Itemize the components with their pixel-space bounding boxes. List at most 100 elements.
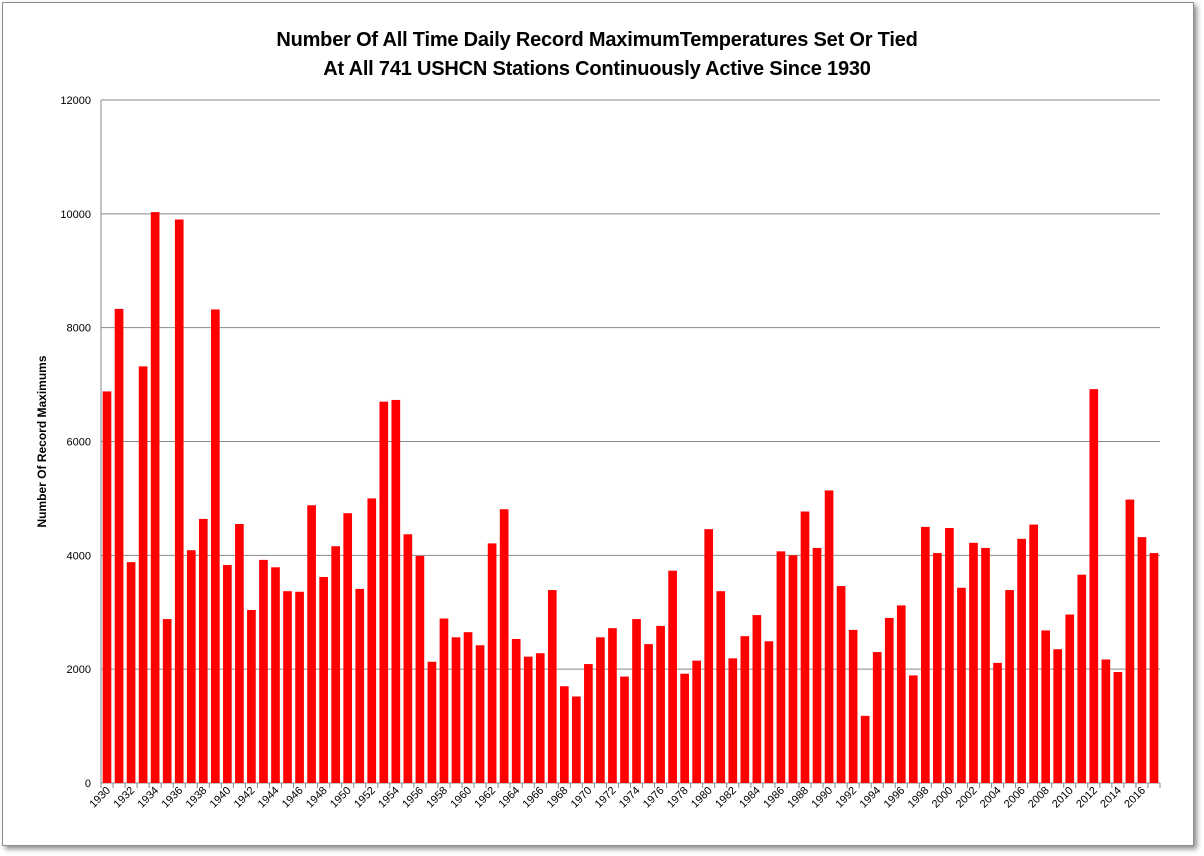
bar-1944 (271, 567, 280, 783)
x-tick-label: 1990 (809, 785, 835, 811)
bar-1998 (921, 526, 930, 783)
bar-1963 (499, 509, 509, 783)
x-tick-label: 1998 (906, 785, 932, 811)
bar-2015 (1125, 499, 1135, 783)
bar-2007 (1029, 524, 1038, 783)
bar-1977 (668, 570, 677, 783)
bar-1953 (379, 401, 389, 783)
bar-1936 (174, 219, 184, 783)
x-tick-label: 1970 (569, 785, 595, 811)
bar-1991 (836, 586, 846, 783)
x-tick-label: 1988 (785, 785, 811, 811)
bar-2014 (1113, 672, 1123, 783)
bar-1931 (114, 308, 124, 783)
bar-1948 (319, 576, 328, 783)
x-tick-label: 2002 (954, 785, 980, 811)
bar-2011 (1077, 574, 1087, 783)
x-tick-label: 1964 (496, 785, 522, 811)
bar-1990 (824, 490, 834, 783)
bar-1972 (608, 628, 617, 783)
bar-2001 (957, 587, 966, 783)
bar-1961 (475, 645, 485, 783)
bar-1954 (391, 399, 401, 783)
bar-1974 (632, 619, 641, 783)
x-tick-label: 1934 (135, 785, 161, 811)
bar-1935 (162, 619, 172, 783)
bar-1988 (800, 511, 810, 783)
bar-2009 (1053, 649, 1063, 783)
bar-1971 (596, 637, 605, 783)
bar-1992 (848, 629, 858, 783)
bar-1933 (138, 366, 148, 783)
bar-2008 (1041, 630, 1051, 783)
bar-1947 (307, 505, 316, 783)
x-tick-label: 1946 (280, 785, 306, 811)
bar-1982 (728, 658, 738, 783)
x-tick-label: 1992 (833, 785, 859, 811)
bar-1932 (126, 562, 136, 783)
x-tick-label: 1938 (184, 785, 210, 811)
bar-1951 (355, 588, 365, 783)
bar-1940 (223, 565, 232, 783)
x-tick-label: 1976 (641, 785, 667, 811)
x-tick-label: 1954 (376, 785, 402, 811)
x-tick-label: 1974 (617, 785, 643, 811)
bar-1943 (259, 559, 268, 783)
x-tick-label: 1978 (665, 785, 691, 811)
bar-1949 (331, 546, 340, 783)
bar-1942 (247, 609, 256, 783)
y-tick-label: 2000 (67, 664, 91, 676)
bar-1996 (896, 605, 906, 783)
chart-title: Number Of All Time Daily Record MaximumT… (276, 29, 918, 51)
bar-1958 (439, 618, 449, 783)
x-tick-label: 1952 (352, 785, 378, 811)
bar-2005 (1005, 590, 1014, 783)
bar-2016 (1137, 537, 1147, 783)
bar-1983 (740, 636, 750, 783)
x-tick-label: 1956 (400, 785, 426, 811)
y-tick-label: 8000 (67, 323, 91, 335)
x-tick-label: 1968 (545, 785, 571, 811)
bar-1973 (620, 676, 629, 783)
bar-1945 (283, 591, 292, 783)
bar-1952 (367, 498, 377, 783)
x-tick-label: 2004 (978, 785, 1004, 811)
bar-1981 (716, 591, 726, 783)
bar-1950 (343, 513, 353, 783)
x-tick-label: 1982 (713, 785, 739, 811)
y-tick-label: 6000 (67, 437, 91, 449)
x-tick-label: 1986 (761, 785, 787, 811)
bar-1967 (547, 590, 557, 783)
bar-1997 (908, 675, 918, 783)
x-tick-label: 1944 (256, 785, 282, 811)
bar-1975 (644, 644, 653, 783)
bar-1957 (427, 661, 437, 783)
x-tick-label: 1960 (448, 785, 474, 811)
bar-1968 (559, 686, 569, 783)
bar-1993 (860, 715, 870, 783)
bar-2012 (1089, 389, 1099, 783)
bar-1939 (210, 309, 220, 783)
x-tick-label: 1980 (689, 785, 715, 811)
x-tick-label: 1962 (472, 785, 498, 811)
y-tick-label: 0 (85, 778, 91, 790)
bar-2006 (1017, 538, 1026, 783)
x-tick-label: 1950 (328, 785, 354, 811)
x-tick-label: 2014 (1098, 785, 1124, 811)
bar-2013 (1101, 659, 1111, 783)
x-tick-label: 1930 (87, 785, 113, 811)
bar-2000 (945, 528, 954, 783)
x-tick-label: 1984 (737, 785, 763, 811)
bar-2010 (1065, 614, 1075, 783)
bar-2002 (969, 542, 978, 783)
x-tick-label: 2010 (1050, 785, 1076, 811)
bar-1979 (692, 660, 702, 783)
y-tick-label: 12000 (60, 95, 91, 107)
bar-1960 (463, 632, 473, 783)
x-tick-label: 1994 (858, 785, 884, 811)
bar-1999 (933, 553, 942, 783)
bar-1970 (584, 664, 593, 783)
bar-1989 (812, 547, 822, 783)
x-tick-label: 2012 (1074, 785, 1100, 811)
